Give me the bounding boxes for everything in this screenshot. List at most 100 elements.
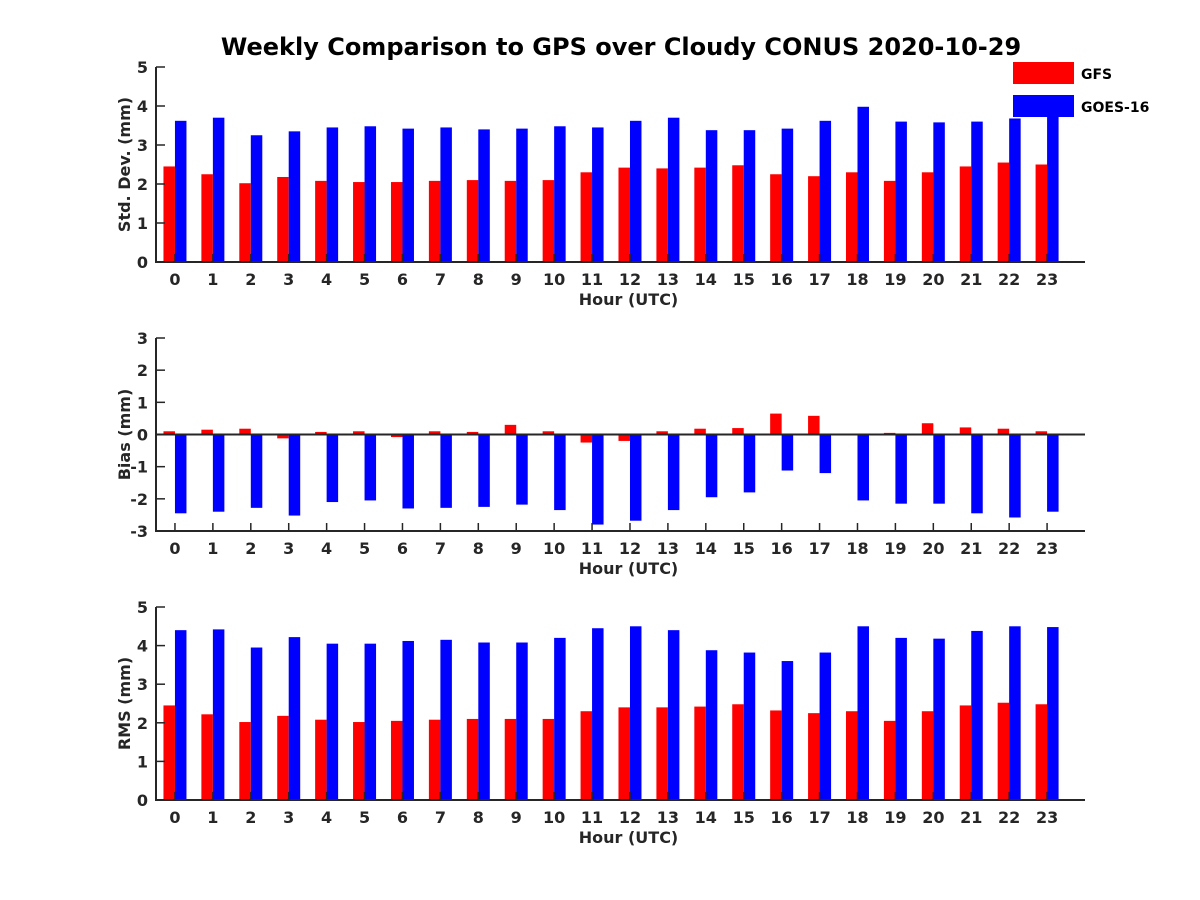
bar-std-dev-gfs-1 (201, 174, 213, 262)
bar-std-dev-gfs-10 (542, 180, 555, 262)
y-tick-label: 2 (137, 714, 148, 733)
bar-bias-goes16-3 (288, 434, 301, 516)
bar-rms-goes16-21 (971, 630, 983, 800)
bar-std-dev-gfs-5 (353, 182, 365, 262)
bar-std-dev-goes16-17 (819, 120, 832, 262)
x-tick-label: 1 (207, 270, 218, 289)
bar-rms-goes16-2 (250, 647, 263, 800)
y-tick-label: 1 (137, 214, 148, 233)
series-goes16-bars (174, 106, 1059, 262)
x-tick-label: 15 (733, 270, 755, 289)
x-tick-label: 8 (473, 270, 484, 289)
x-tick-label: 3 (283, 539, 294, 558)
bar-bias-gfs-2 (239, 428, 251, 435)
bar-rms-goes16-5 (364, 643, 377, 800)
x-tick-label: 14 (695, 808, 717, 827)
bar-rms-gfs-20 (921, 711, 934, 800)
bar-bias-gfs-0 (163, 431, 175, 435)
x-tick-label: 3 (283, 808, 294, 827)
x-tick-label: 7 (435, 808, 446, 827)
bar-std-dev-goes16-8 (478, 129, 490, 262)
bar-rms-goes16-23 (1047, 627, 1059, 800)
bar-std-dev-goes16-7 (440, 127, 452, 262)
bar-rms-gfs-22 (997, 702, 1010, 800)
x-tick-label: 12 (619, 808, 641, 827)
x-tick-label: 16 (771, 539, 793, 558)
x-tick-label: 9 (511, 808, 522, 827)
y-tick-label: 1 (137, 393, 148, 412)
legend-label-gfs: GFS (1081, 67, 1112, 83)
x-tick-label: 17 (808, 539, 830, 558)
bar-rms-goes16-17 (819, 652, 832, 800)
bar-std-dev-goes16-13 (667, 117, 680, 262)
x-tick-label: 5 (359, 539, 370, 558)
bar-rms-goes16-12 (629, 626, 642, 800)
y-tick-label: -1 (130, 458, 148, 477)
bar-std-dev-gfs-20 (921, 172, 934, 262)
bar-rms-gfs-10 (542, 718, 555, 800)
y-tick-label: 1 (137, 752, 148, 771)
bar-std-dev-goes16-12 (629, 120, 642, 262)
bar-std-dev-gfs-19 (883, 180, 896, 262)
bar-rms-goes16-15 (743, 652, 756, 800)
bar-std-dev-gfs-14 (694, 167, 706, 262)
x-tick-label: 19 (884, 270, 906, 289)
bar-bias-goes16-14 (705, 434, 718, 498)
x-tick-label: 17 (808, 270, 830, 289)
x-tick-label: 23 (1036, 270, 1058, 289)
bar-bias-gfs-15 (732, 428, 744, 435)
bar-bias-gfs-4 (315, 431, 327, 435)
bar-rms-goes16-1 (212, 629, 225, 800)
bar-bias-goes16-1 (212, 434, 225, 512)
y-axis-label: Std. Dev. (mm) (115, 97, 134, 232)
bar-rms-gfs-16 (770, 710, 782, 800)
x-tick-label: 18 (846, 808, 868, 827)
bar-bias-gfs-22 (997, 428, 1010, 435)
x-tick-label: 20 (922, 808, 944, 827)
bar-std-dev-goes16-5 (364, 126, 377, 262)
bar-rms-goes16-20 (933, 638, 945, 800)
x-tick-label: 11 (581, 539, 603, 558)
x-tick-label: 18 (846, 270, 868, 289)
y-tick-label: 3 (137, 136, 148, 155)
bar-std-dev-gfs-22 (997, 162, 1010, 262)
bar-rms-gfs-6 (390, 720, 403, 800)
bar-bias-goes16-8 (478, 434, 490, 507)
bar-rms-goes16-0 (174, 630, 187, 800)
x-tick-label: 22 (998, 808, 1020, 827)
x-tick-label: 8 (473, 808, 484, 827)
x-tick-label: 13 (657, 270, 679, 289)
bar-std-dev-goes16-3 (288, 131, 301, 262)
bar-rms-goes16-14 (705, 650, 718, 800)
x-tick-label: 23 (1036, 808, 1058, 827)
bar-bias-goes16-4 (326, 434, 339, 503)
bar-bias-gfs-11 (580, 434, 593, 443)
bar-rms-gfs-4 (315, 719, 327, 800)
x-tick-label: 6 (397, 808, 408, 827)
y-tick-label: 0 (137, 253, 148, 272)
bar-bias-goes16-7 (440, 434, 452, 508)
y-tick-label: 2 (137, 361, 148, 380)
y-tick-label: -2 (130, 490, 148, 509)
x-tick-label: 1 (207, 539, 218, 558)
bar-std-dev-gfs-16 (770, 174, 782, 262)
bar-std-dev-goes16-10 (554, 126, 566, 262)
bar-std-dev-goes16-16 (781, 128, 794, 262)
bar-bias-gfs-9 (504, 424, 517, 435)
x-tick-label: 18 (846, 539, 868, 558)
bar-bias-gfs-14 (694, 428, 706, 435)
x-tick-label: 4 (321, 539, 332, 558)
bar-bias-gfs-16 (770, 413, 782, 435)
y-tick-label: 5 (137, 598, 148, 617)
bar-rms-gfs-12 (618, 707, 630, 800)
x-tick-label: 0 (169, 808, 180, 827)
x-tick-label: 6 (397, 539, 408, 558)
bar-bias-goes16-23 (1047, 434, 1059, 512)
bar-std-dev-goes16-15 (743, 130, 756, 262)
bar-bias-goes16-2 (250, 434, 263, 508)
bar-std-dev-gfs-15 (732, 165, 744, 262)
x-tick-label: 7 (435, 270, 446, 289)
bar-rms-goes16-16 (781, 661, 794, 800)
bar-std-dev-gfs-6 (390, 182, 403, 262)
